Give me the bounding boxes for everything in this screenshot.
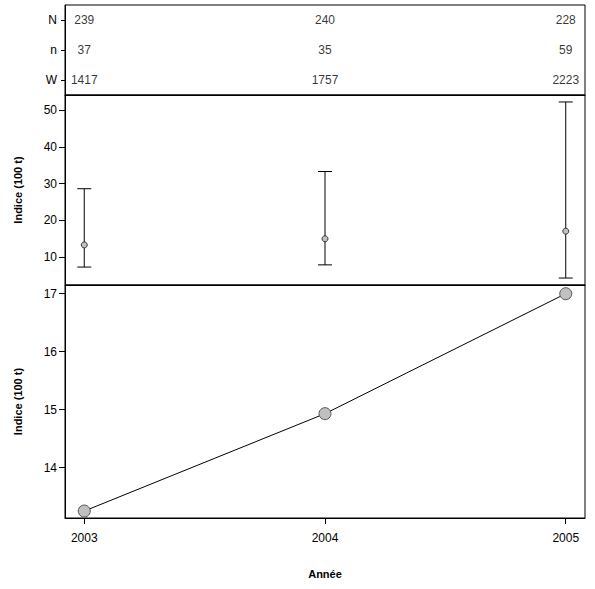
svg-text:239: 239 (74, 13, 94, 27)
svg-text:W: W (46, 73, 58, 87)
svg-text:50: 50 (44, 103, 58, 117)
svg-text:30: 30 (44, 177, 58, 191)
svg-text:2223: 2223 (552, 73, 579, 87)
svg-text:228: 228 (556, 13, 576, 27)
svg-text:1417: 1417 (71, 73, 98, 87)
svg-text:40: 40 (44, 140, 58, 154)
svg-text:2004: 2004 (312, 531, 339, 545)
svg-text:2005: 2005 (552, 531, 579, 545)
svg-text:20: 20 (44, 213, 58, 227)
svg-text:n: n (50, 43, 57, 57)
svg-text:N: N (48, 13, 57, 27)
svg-text:35: 35 (318, 43, 332, 57)
svg-text:Année: Année (308, 568, 342, 580)
svg-text:240: 240 (315, 13, 335, 27)
svg-text:10: 10 (44, 250, 58, 264)
svg-text:Indice (100 t): Indice (100 t) (12, 368, 24, 436)
svg-text:17: 17 (44, 287, 58, 301)
svg-text:1757: 1757 (312, 73, 339, 87)
svg-text:14: 14 (44, 461, 58, 475)
svg-text:Indice (100 t): Indice (100 t) (12, 156, 24, 224)
svg-text:59: 59 (559, 43, 573, 57)
svg-text:16: 16 (44, 345, 58, 359)
svg-text:15: 15 (44, 403, 58, 417)
svg-text:2003: 2003 (71, 531, 98, 545)
svg-text:37: 37 (78, 43, 92, 57)
